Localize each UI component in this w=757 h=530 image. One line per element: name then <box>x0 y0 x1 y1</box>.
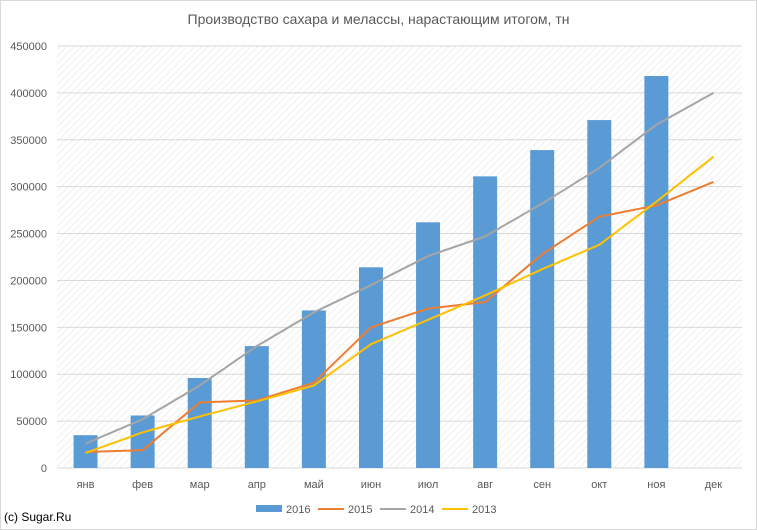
y-tick-label: 200000 <box>10 275 47 287</box>
x-tick-label: июн <box>361 479 381 491</box>
x-tick-label: мар <box>190 479 210 491</box>
bar <box>473 176 498 468</box>
y-tick-label: 50000 <box>16 416 47 428</box>
legend: 2016 2015 2014 2013 <box>256 504 496 516</box>
bar <box>416 222 441 468</box>
y-tick-label: 100000 <box>10 369 47 381</box>
legend-label: 2013 <box>472 504 496 516</box>
bar <box>187 377 212 468</box>
line-series <box>85 92 715 454</box>
gridlines <box>57 45 742 469</box>
y-tick-label: 400000 <box>10 88 47 100</box>
bar <box>530 150 555 469</box>
series-line <box>85 181 714 454</box>
x-tick-label: ноя <box>647 479 665 491</box>
copyright-text: (c) Sugar.Ru <box>4 510 72 524</box>
bar <box>358 267 383 468</box>
x-axis: янв фев мар апр май июн июл авг сен окт ноя дек <box>77 479 723 491</box>
y-tick-label: 450000 <box>10 41 47 53</box>
y-tick-label: 250000 <box>10 229 47 241</box>
x-tick-label: июл <box>418 479 439 491</box>
x-tick-label: апр <box>248 479 266 491</box>
chart-title: Производство сахара и мелассы, нарастающ… <box>187 11 570 27</box>
x-tick-label: сен <box>533 479 551 491</box>
bar <box>644 76 669 469</box>
x-tick-label: янв <box>77 479 95 491</box>
x-tick-label: дек <box>705 479 723 491</box>
x-tick-label: фев <box>132 479 153 491</box>
bar <box>587 120 612 468</box>
y-tick-label: 350000 <box>10 135 47 147</box>
x-tick-label: окт <box>591 479 607 491</box>
x-tick-label: авг <box>477 479 493 491</box>
legend-label: 2014 <box>410 504 434 516</box>
y-tick-label: 150000 <box>10 322 47 334</box>
bar-series-2016 <box>73 76 669 469</box>
y-axis: 0 50000 100000 150000 200000 250000 300000 3500… <box>10 41 47 475</box>
y-tick-label: 0 <box>41 463 47 475</box>
y-tick-label: 300000 <box>10 182 47 194</box>
legend-label: 2015 <box>348 504 372 516</box>
x-tick-label: май <box>304 479 324 491</box>
bar <box>301 310 326 468</box>
legend-marker <box>256 505 282 512</box>
plot-area <box>57 46 742 468</box>
bar <box>244 346 269 468</box>
series-line <box>85 92 714 445</box>
series-line <box>85 155 715 454</box>
bar <box>130 415 155 468</box>
legend-label: 2016 <box>286 504 310 516</box>
